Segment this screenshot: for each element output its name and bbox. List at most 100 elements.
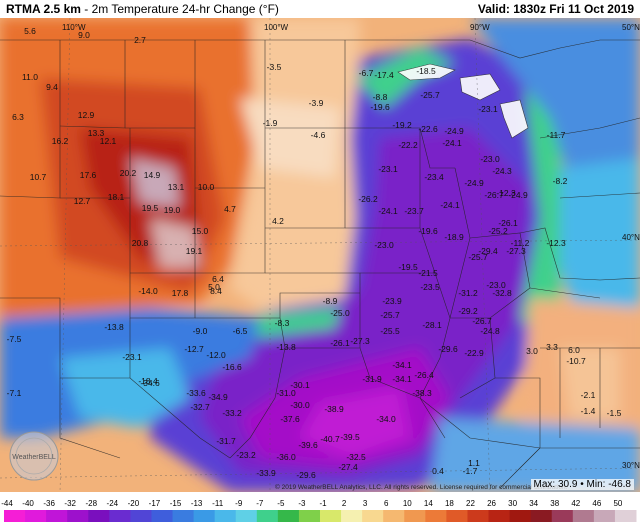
temperature-change-value: -10.7 (566, 356, 586, 366)
temperature-change-value: -34.9 (208, 392, 228, 402)
temperature-change-value: 17.6 (80, 170, 97, 180)
temperature-change-value: -24.9 (444, 126, 464, 136)
color-swatch (67, 510, 89, 522)
temperature-change-value: 5.0 (208, 282, 220, 292)
color-swatch (551, 510, 574, 522)
color-swatch (467, 510, 490, 522)
temperature-change-value: -34.1 (392, 374, 412, 384)
color-scale-label: -13 (191, 499, 203, 508)
color-scale-label: -32 (64, 499, 76, 508)
temperature-change-value: 12.1 (100, 136, 117, 146)
temperature-change-value: -26.2 (358, 194, 378, 204)
temperature-change-value: -39.6 (298, 440, 318, 450)
color-scale-label: 6 (384, 499, 389, 508)
temperature-change-value: -13.8 (276, 342, 296, 352)
temperature-change-value: -23.0 (374, 240, 394, 250)
temperature-change-value: 20.8 (132, 238, 149, 248)
temperature-change-value: -7.1 (7, 388, 22, 398)
temperature-change-value: -38.9 (324, 404, 344, 414)
color-swatch (25, 510, 47, 522)
color-field (0, 18, 640, 492)
temperature-change-value: -17.4 (374, 70, 394, 80)
temperature-change-value: 10.0 (198, 182, 215, 192)
graticule-label: 50°N (622, 23, 640, 32)
temperature-change-value: 20.2 (120, 168, 137, 178)
temperature-change-value: -27.3 (350, 336, 370, 346)
temperature-change-value: -7.5 (7, 334, 22, 344)
color-swatch (214, 510, 237, 522)
temperature-change-value: -22.9 (464, 348, 484, 358)
temperature-change-value: -38.3 (412, 388, 432, 398)
temperature-change-value: 11.0 (22, 72, 38, 82)
temperature-change-value: 19.0 (164, 205, 181, 215)
temperature-change-value: 1.1 (468, 458, 480, 468)
color-swatch (193, 510, 216, 522)
temperature-change-value: -12.0 (206, 350, 226, 360)
temperature-change-value: -29.2 (458, 306, 478, 316)
temperature-change-value: -24.1 (378, 206, 398, 216)
temperature-change-value: -1.9 (263, 118, 278, 128)
temperature-change-value: -31.2 (458, 288, 478, 298)
temperature-change-value: -8.8 (373, 92, 388, 102)
map-title: RTMA 2.5 km - 2m Temperature 24-hr Chang… (6, 2, 279, 16)
temperature-change-value: 13.3 (88, 128, 105, 138)
temperature-change-value: -16.6 (222, 362, 242, 372)
temperature-change-value: -24.1 (440, 200, 460, 210)
temperature-change-value: -37.6 (280, 414, 300, 424)
temperature-change-value: -12.3 (496, 188, 516, 198)
color-scale-label: 46 (592, 499, 601, 508)
temperature-change-value: 15.0 (192, 226, 209, 236)
color-swatch (151, 510, 174, 522)
color-scale-label: -44 (1, 499, 13, 508)
temperature-change-value: 6.4 (212, 274, 224, 284)
temperature-change-value: -26.1 (330, 338, 350, 348)
color-swatch (277, 510, 300, 522)
temperature-change-value: -29.6 (296, 470, 316, 480)
temperature-change-value: -1.4 (581, 406, 596, 416)
temperature-change-value: -11.2 (511, 238, 530, 248)
temperature-change-value: -12.7 (184, 344, 204, 354)
product-name: RTMA 2.5 km (6, 2, 81, 16)
color-scale-label: -9 (235, 499, 243, 508)
temperature-change-value: -8.3 (275, 318, 290, 328)
temperature-change-value: -26.7 (472, 316, 492, 326)
temperature-change-value: -19.2 (392, 120, 412, 130)
temperature-change-value: -33.2 (222, 408, 242, 418)
temperature-change-value: -19.6 (370, 102, 390, 112)
temperature-change-value: 12.7 (74, 196, 91, 206)
temperature-change-value: 5.6 (24, 26, 36, 36)
temperature-change-value: -29.4 (478, 246, 498, 256)
graticule-label: 40°N (622, 233, 640, 242)
temperature-change-value: 10.7 (30, 172, 47, 182)
color-swatch (130, 510, 152, 522)
color-scale-label: 50 (613, 499, 622, 508)
temperature-change-value: -18.9 (444, 232, 464, 242)
temperature-change-value: -3.5 (267, 62, 282, 72)
water-bodies (397, 63, 529, 139)
temperature-change-value: -18.4 (138, 376, 158, 386)
color-swatch (341, 510, 363, 522)
temperature-change-value: -32.7 (190, 402, 210, 412)
color-scale-swatches (4, 510, 637, 522)
max-label: Max: (533, 479, 556, 490)
temperature-change-value: -30.1 (290, 380, 310, 390)
temperature-change-value: 17.8 (172, 288, 189, 298)
color-scale-label: -7 (256, 499, 264, 508)
color-scale-label: 22 (466, 499, 475, 508)
temperature-change-value: 2.7 (134, 35, 146, 45)
temperature-change-value: -8.2 (553, 176, 568, 186)
color-scale-label: 18 (445, 499, 454, 508)
temperature-change-value: -25.7 (380, 310, 400, 320)
color-swatch (572, 510, 595, 522)
min-label: Min: (586, 479, 606, 490)
temperature-change-value: -6.7 (359, 68, 374, 78)
temperature-change-value: -27.3 (506, 246, 526, 256)
color-swatch (88, 510, 110, 522)
temperature-change-value: 9.0 (78, 30, 90, 40)
graticule (0, 18, 640, 492)
temperature-change-value: -24.9 (464, 178, 484, 188)
color-swatch (404, 510, 426, 522)
temperature-change-value: -23.2 (236, 450, 256, 460)
temperature-change-value: -24.3 (492, 166, 512, 176)
product-field: - 2m Temperature 24-hr Change (°F) (80, 2, 279, 16)
